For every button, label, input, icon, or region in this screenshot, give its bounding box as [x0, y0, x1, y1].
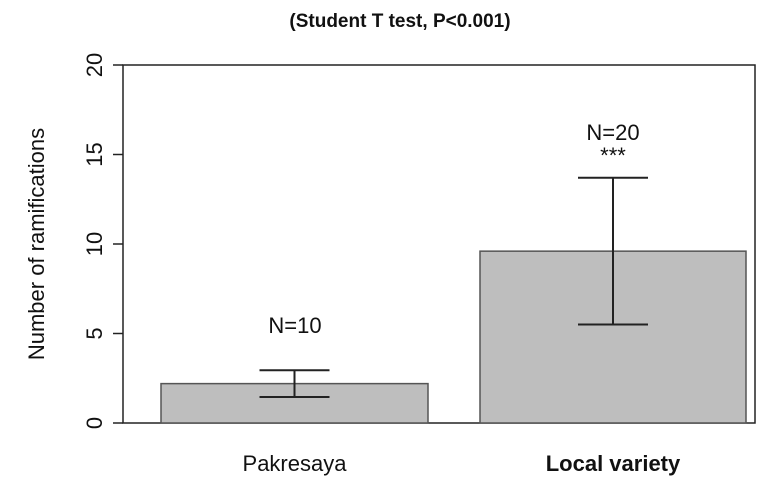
y-tick-label: 10 [82, 232, 107, 256]
annotation: N=20 [586, 120, 639, 145]
error-bar [259, 369, 330, 399]
y-axis-label: Number of ramifications [24, 128, 49, 360]
y-tick-label: 0 [82, 417, 107, 429]
annotation: N=10 [268, 313, 321, 338]
error-bar [578, 176, 648, 326]
y-tick-label: 20 [82, 53, 107, 77]
y-tick-label: 15 [82, 142, 107, 166]
x-tick-label: Local variety [546, 451, 681, 476]
x-tick-label: Pakresaya [243, 451, 348, 476]
annotation: *** [600, 143, 626, 168]
chart-title: (Student T test, P<0.001) [289, 11, 510, 32]
y-tick-label: 5 [82, 327, 107, 339]
